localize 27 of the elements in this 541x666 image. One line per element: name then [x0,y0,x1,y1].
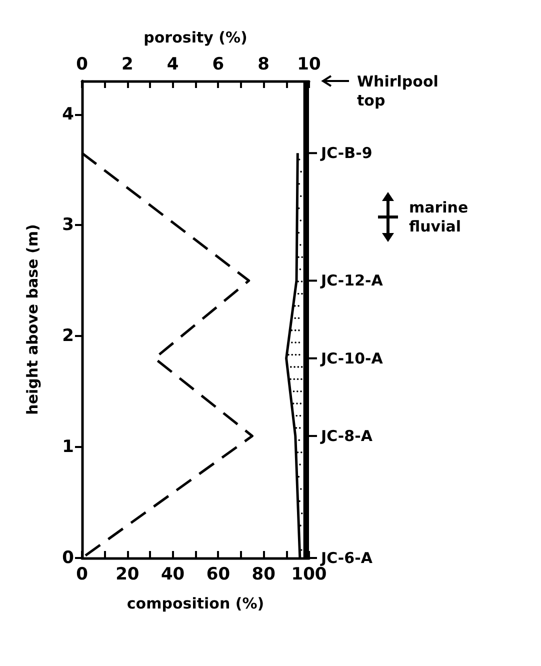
x2-tick-label: 6 [212,54,224,74]
x2-tick-label: 2 [121,54,134,74]
x2-tick-label: 4 [166,54,179,74]
text: JC-12-A [320,272,384,290]
y-tick-label: 3 [62,215,74,236]
x2-tick-label: 8 [258,54,270,74]
x-tick-label: 60 [206,564,230,584]
x-axis-title: composition (%) [126,594,264,612]
text: JC-8-A [320,426,373,445]
x2-axis-title: porosity (%) [144,28,248,46]
y-tick-label: 2 [62,326,74,346]
x-tick-label: 20 [116,564,140,584]
x-tick-label: 80 [252,564,276,584]
text: JC-B-9 [320,144,372,162]
x-tick-label: 0 [76,564,88,584]
y-axis-title: height above base (m) [24,224,42,415]
text: Whirlpool top [357,72,438,110]
x2-tick-label: 0 [76,54,88,74]
x2-tick-label: 10 [297,54,321,74]
text: JC-6-A [320,549,373,567]
x-tick-label: 40 [160,564,185,584]
y-tick-label: 0 [62,548,74,568]
y-tick-label: 4 [62,104,74,124]
text: JC-10-A [320,349,384,368]
x-tick-label: 100 [291,564,327,584]
text: marine fluvial [409,198,468,236]
y-tick-label: 1 [62,437,74,458]
